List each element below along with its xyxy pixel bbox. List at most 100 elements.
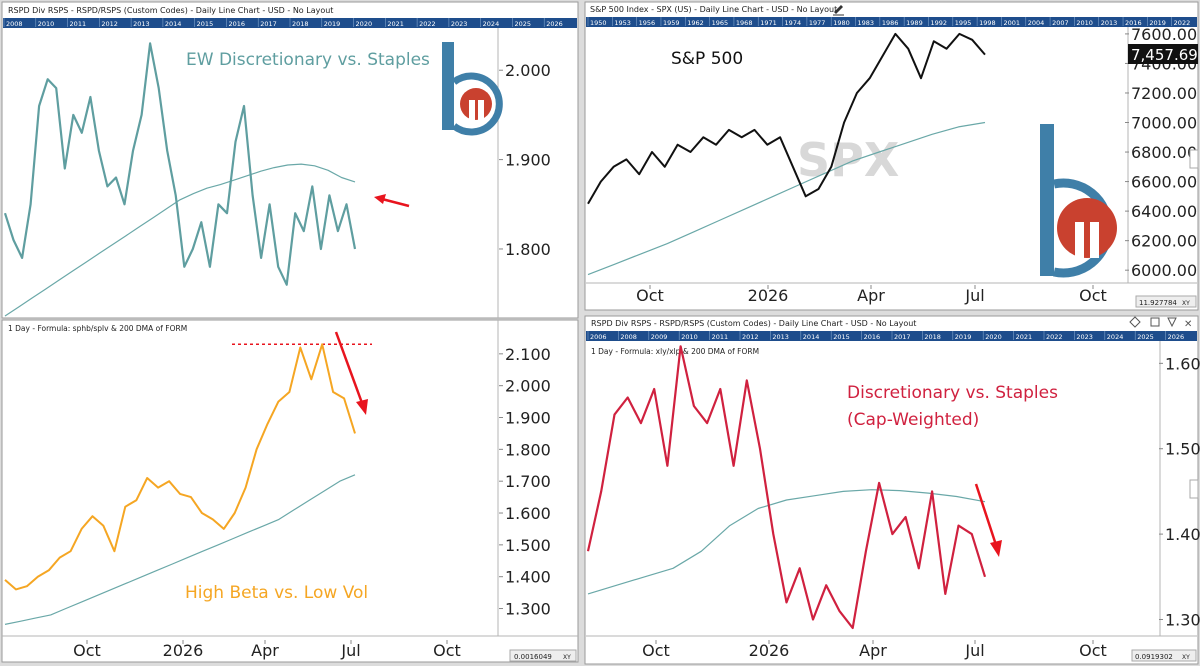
formula-label: 1 Day - Formula: xly/xlp & 200 DMA of FO… [591, 347, 759, 356]
year-label: 2012 [742, 333, 759, 341]
y-tick-label: 1.60 [1165, 354, 1200, 373]
year-label: 2018 [924, 333, 941, 341]
chart-title: EW Discretionary vs. Staples [186, 50, 430, 70]
year-label: 2022 [1046, 333, 1063, 341]
year-label: 2013 [772, 333, 789, 341]
year-band-labels: 2008 2010 2011 2012 2013 2014 2015 2016 2017 2018… [3, 18, 563, 28]
year-label: 2020 [356, 20, 373, 28]
year-label: 1950 [590, 19, 607, 27]
moving-average-line [4, 474, 356, 625]
year-label: 2011 [712, 333, 729, 341]
plot-area [587, 32, 986, 276]
year-label: 2017 [894, 333, 911, 341]
panel-header: S&P 500 Index - SPX (US) - Daily Line Ch… [590, 5, 837, 14]
minimize-icon[interactable] [1167, 317, 1177, 328]
y-tick-label: 6000.00 [1131, 261, 1197, 280]
y-tick-label: 1.800 [505, 440, 551, 459]
brand-logo [1040, 124, 1117, 278]
formula-label: 1 Day - Formula: sphb/splv & 200 DMA of … [8, 324, 187, 333]
year-label: 1992 [930, 19, 947, 27]
y-tick-label: 1.50 [1165, 440, 1200, 459]
ratio-line [3, 42, 357, 286]
y-tick-label: 1.900 [505, 409, 551, 428]
y-tick-label: 6400.00 [1131, 202, 1197, 221]
year-label: 1983 [858, 19, 875, 27]
year-label: 2013 [1101, 19, 1118, 27]
last-value: 7,457.69 [1131, 46, 1198, 64]
year-label: 1962 [687, 19, 704, 27]
y-tick-label: 6200.00 [1131, 232, 1197, 251]
year-label: 2010 [1076, 19, 1093, 27]
year-label: 2001 [1003, 19, 1020, 27]
year-label: 2020 [985, 333, 1002, 341]
maximize-icon[interactable] [1150, 317, 1160, 327]
x-tick-label: Jul [964, 641, 984, 660]
corner-value: 11.927784 [1139, 299, 1177, 307]
year-label: 1995 [955, 19, 972, 27]
year-label: 2023 [451, 20, 468, 28]
x-axis-ticks: Oct 2026 Apr Jul Oct [642, 640, 1107, 660]
year-label: 2016 [1125, 19, 1142, 27]
year-label: 2010 [681, 333, 698, 341]
year-label: 2014 [165, 20, 182, 28]
x-tick-label: 2026 [749, 641, 790, 660]
corner-tag[interactable]: XY [1182, 654, 1190, 661]
year-label: 2008 [6, 20, 23, 28]
y-axis-ticks: 1.300 1.400 1.500 1.600 1.700 1.800 1.900 2.000… [499, 345, 551, 619]
x-tick-label: Oct [642, 641, 670, 660]
corner-tag[interactable]: XY [1182, 300, 1190, 307]
x-tick-label: Apr [251, 641, 279, 660]
chart-title-line1: Discretionary vs. Staples [847, 383, 1058, 403]
y-tick-label: 7200.00 [1131, 84, 1197, 103]
year-label: 1989 [906, 19, 923, 27]
chart-panel-top-right: S&P 500 Index - SPX (US) - Daily Line Ch… [584, 1, 1199, 311]
scroll-handle[interactable] [1189, 479, 1199, 499]
close-icon[interactable]: ✕ [1184, 319, 1192, 330]
price-line [587, 32, 986, 205]
plot-area [586, 345, 987, 630]
year-label: 1965 [712, 19, 729, 27]
year-label: 2011 [70, 20, 87, 28]
year-label: 2008 [620, 333, 637, 341]
chart-title: S&P 500 [671, 49, 743, 69]
edit-icon[interactable] [833, 5, 844, 16]
plot-area [3, 42, 357, 317]
y-tick-label: 1.700 [505, 472, 551, 491]
year-band-labels: 2006 2008 2009 2010 2011 2012 2013 2014 2015 2016… [587, 331, 1184, 341]
year-band [586, 17, 1197, 27]
year-label: 2022 [419, 20, 436, 28]
ratio-line [4, 343, 356, 591]
restore-icon[interactable] [1129, 316, 1141, 328]
moving-average-line [587, 489, 986, 595]
year-label: 2009 [651, 333, 668, 341]
ratio-line [586, 345, 987, 630]
y-tick-label: 2.000 [505, 377, 551, 396]
x-tick-label: Oct [1079, 641, 1107, 660]
year-label: 1977 [809, 19, 826, 27]
year-label: 1953 [614, 19, 631, 27]
x-tick-label: Apr [859, 641, 887, 660]
year-label: 2024 [1107, 333, 1124, 341]
year-label: 1968 [736, 19, 753, 27]
corner-tag[interactable]: XY [563, 654, 571, 661]
year-label: 2024 [483, 20, 500, 28]
year-label: 1998 [979, 19, 996, 27]
corner-value: 0.0919302 [1135, 653, 1173, 661]
x-axis-ticks: Oct 2026 Apr Jul Oct [73, 640, 461, 660]
y-tick-label: 1.40 [1165, 525, 1200, 544]
chart-panel-top-left: RSPD Div RSPS - RSPD/RSPS (Custom Codes)… [1, 1, 579, 319]
y-axis-ticks: 1.30 1.40 1.50 1.60 [1159, 354, 1200, 629]
corner-value: 0.0016049 [514, 653, 552, 661]
x-tick-label: 2026 [748, 286, 789, 305]
x-axis-ticks: Oct 2026 Apr Jul Oct [636, 285, 1107, 305]
x-tick-label: Oct [73, 641, 101, 660]
year-label: 2021 [387, 20, 404, 28]
year-label: 1980 [833, 19, 850, 27]
down-arrow-annotation [374, 194, 410, 208]
year-label: 2015 [833, 333, 850, 341]
x-tick-label: Jul [340, 641, 360, 660]
y-tick-label: 7600.00 [1131, 25, 1197, 44]
x-tick-label: Oct [433, 641, 461, 660]
plot-area [4, 343, 372, 625]
scroll-handle[interactable] [1189, 149, 1199, 169]
